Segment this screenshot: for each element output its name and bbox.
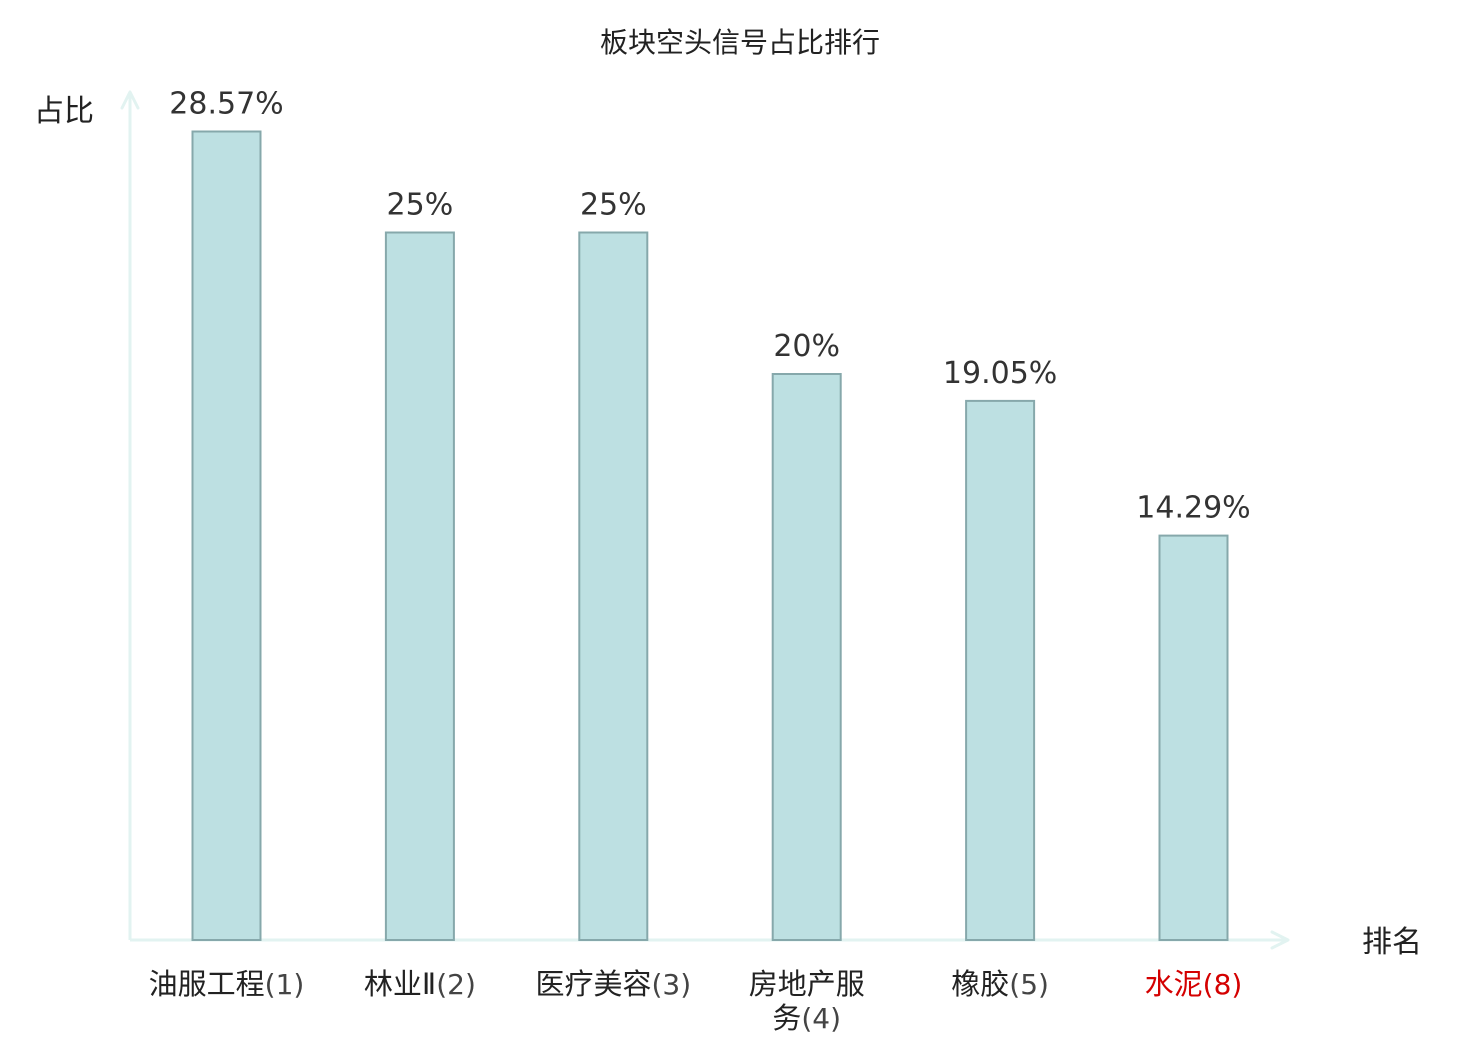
value-labels-group: 28.57% 25% 25% 20% 19.05% 14.29% (169, 87, 1250, 526)
value-label-4: 20% (773, 329, 840, 364)
category-label-5: 橡胶(5) (951, 967, 1049, 1001)
bar-2 (384, 231, 455, 941)
category-label-2: 林业Ⅱ(2) (364, 967, 476, 1001)
bars-group (191, 130, 1229, 941)
value-label-3: 25% (580, 188, 647, 223)
x-axis-title: 排名 (1362, 925, 1422, 960)
y-axis-title: 占比 (34, 94, 94, 129)
category-label-4-line-1: 房地产服 (749, 967, 865, 1001)
value-label-2: 25% (387, 188, 454, 223)
bar-1 (191, 130, 262, 941)
value-label-1: 28.57% (169, 87, 283, 122)
bar-3 (578, 231, 649, 941)
bar-5 (965, 399, 1036, 941)
bar-4 (771, 373, 842, 941)
category-label-4-line-2: 务(4) (772, 1001, 841, 1035)
category-label-3: 医疗美容(3) (535, 967, 691, 1001)
category-label-1: 油服工程(1) (149, 967, 305, 1001)
value-label-5: 19.05% (943, 356, 1057, 391)
category-label-6: 水泥(8) (1145, 967, 1243, 1001)
value-label-6: 14.29% (1136, 491, 1250, 526)
bar-6 (1158, 534, 1229, 941)
chart-title: 板块空头信号占比排行 (600, 26, 880, 59)
